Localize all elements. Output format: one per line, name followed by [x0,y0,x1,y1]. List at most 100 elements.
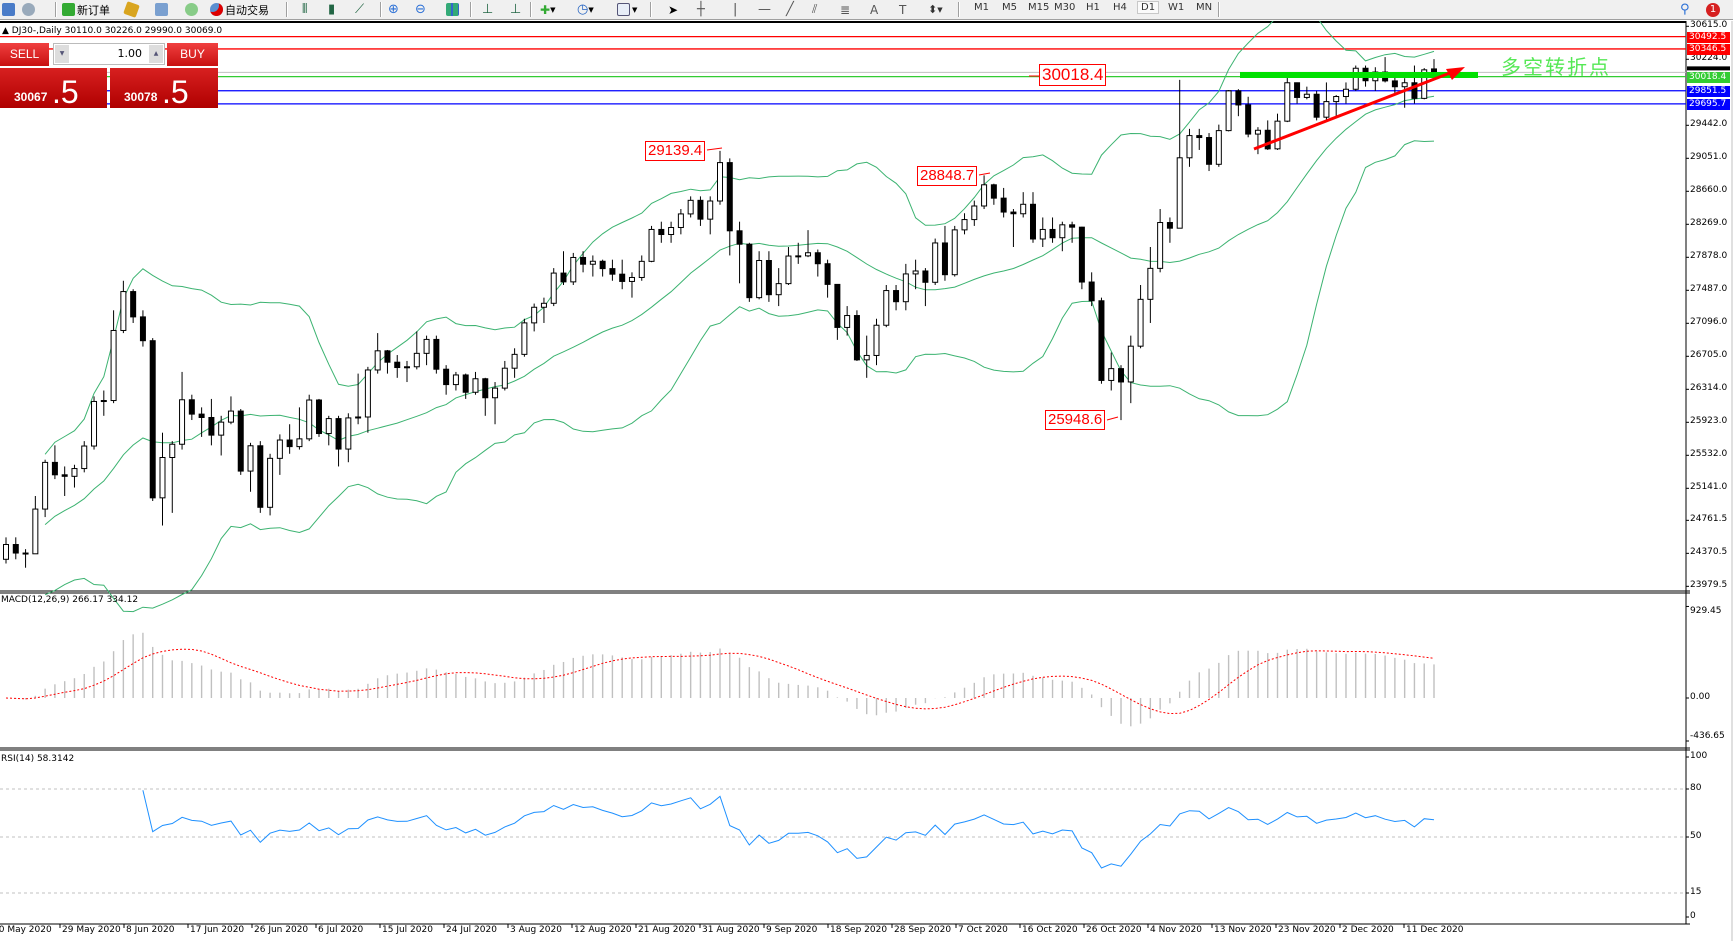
candle[interactable] [834,283,841,340]
price-label-30018[interactable]: 30018.4 [1039,64,1107,86]
candle[interactable] [110,310,117,404]
candle[interactable] [237,409,244,475]
candle[interactable] [257,441,264,513]
candle[interactable] [1206,133,1213,172]
candle[interactable] [785,247,792,285]
candle[interactable] [364,366,371,433]
candle[interactable] [1108,352,1115,391]
sell-button[interactable]: SELL [0,43,49,66]
candle[interactable] [1127,335,1134,404]
toolbar-button-signals[interactable] [155,1,170,18]
candle[interactable] [61,466,68,496]
candle[interactable] [325,415,332,446]
buy-price-button[interactable]: 30078 .5 [110,68,218,108]
candle[interactable] [609,259,616,281]
candle[interactable] [619,259,626,290]
candle[interactable] [3,537,9,564]
candle[interactable] [100,390,107,416]
candle[interactable] [1294,82,1301,104]
candle[interactable] [1245,96,1252,138]
candle[interactable] [130,289,137,323]
candle[interactable] [306,394,313,442]
lot-increase-icon[interactable]: ▲ [149,45,163,63]
candle[interactable] [990,183,997,205]
chart-canvas[interactable] [0,21,1733,941]
timeframe-m30[interactable]: M30 [1054,2,1076,13]
candle[interactable] [120,280,127,334]
candle[interactable] [560,251,567,285]
candle[interactable] [961,213,968,235]
timeframe-m5[interactable]: M5 [1002,2,1017,13]
candle[interactable] [658,221,665,243]
candle[interactable] [1313,90,1320,121]
candle[interactable] [795,242,802,264]
candle[interactable] [628,272,635,298]
candle[interactable] [1401,78,1408,108]
candle[interactable] [824,259,831,298]
candle[interactable] [218,415,225,456]
candle[interactable] [1166,217,1173,243]
candle[interactable] [717,150,723,205]
candle[interactable] [1274,113,1281,150]
candle[interactable] [1342,82,1349,104]
candlestick-button[interactable]: ▮ [328,1,335,18]
zoom-out-button[interactable]: ⊖ [415,1,426,18]
toolbar-icon-window[interactable] [2,1,17,18]
candle[interactable] [1010,209,1017,248]
candle[interactable] [1088,272,1095,307]
candle[interactable] [1254,127,1261,155]
candle[interactable] [482,377,489,416]
timeframe-mn[interactable]: MN [1196,2,1213,13]
new-order-button[interactable]: 新订单 [62,1,110,18]
candle[interactable] [570,252,577,285]
tile-windows-button[interactable] [446,1,461,18]
autoscroll-button[interactable]: ⊥ [482,1,493,18]
candle[interactable] [1049,217,1056,243]
timeframe-m1[interactable]: M1 [974,2,989,13]
pivot-text[interactable]: 多空转折点 [1501,55,1611,79]
candle[interactable] [81,441,88,473]
candle[interactable] [433,335,440,374]
candle[interactable] [981,175,988,210]
lot-size-value[interactable]: 1.00 [117,47,143,60]
candle[interactable] [492,382,499,425]
candle[interactable] [1137,284,1144,349]
auto-trading-button[interactable]: 自动交易 [210,1,269,18]
arrows-tool[interactable]: ⬍ ▼ [928,1,943,18]
candle[interactable] [599,259,606,277]
timeframe-m15[interactable]: M15 [1028,2,1050,13]
indicators-button[interactable]: ✚ ▼ [540,1,555,18]
candle[interactable] [276,434,283,475]
candle[interactable] [746,242,753,302]
candle[interactable] [814,249,821,277]
candle[interactable] [1303,86,1310,100]
candle[interactable] [1215,124,1222,167]
candle[interactable] [951,225,958,277]
vertical-line-tool[interactable]: | [733,1,737,18]
chart-window[interactable] [0,21,1733,941]
timeframe-h1[interactable]: H1 [1086,2,1100,13]
candle[interactable] [149,338,156,502]
candle[interactable] [756,251,763,300]
candle[interactable] [267,453,274,516]
candle[interactable] [1235,89,1242,117]
candle[interactable] [726,158,733,256]
candle[interactable] [540,297,547,323]
candle[interactable] [42,459,49,518]
candle[interactable] [853,310,860,361]
horizontal-line-tool[interactable]: — [758,1,771,18]
candle[interactable] [423,335,430,366]
bar-chart-button[interactable]: ⫴ [302,1,307,18]
candle[interactable] [472,371,479,395]
timeframe-w1[interactable]: W1 [1168,2,1185,13]
candle[interactable] [893,284,900,311]
search-button[interactable]: ⚲ [1680,1,1690,18]
candle[interactable] [404,360,411,383]
candle[interactable] [1029,192,1036,243]
candle[interactable] [91,396,98,450]
zoom-in-button[interactable]: ⊕ [388,1,399,18]
candle[interactable] [1225,90,1232,132]
candle[interactable] [863,335,870,378]
candle[interactable] [1020,192,1027,218]
candle[interactable] [345,413,352,463]
